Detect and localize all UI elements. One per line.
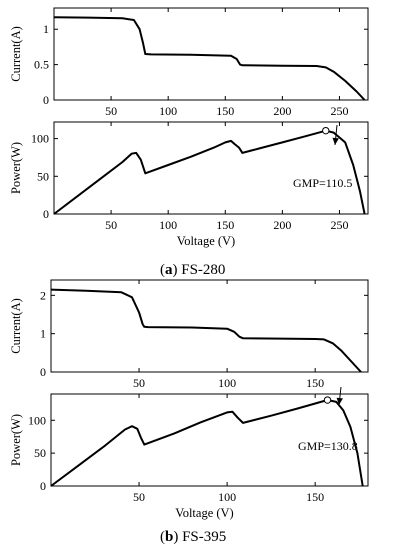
series-line-a-current: [53, 16, 366, 101]
y-tick-label: 50: [34, 446, 46, 460]
y-tick-label: 0: [43, 207, 49, 221]
plot-frame-b-current: [50, 279, 369, 373]
y-tick-label: 0: [40, 365, 46, 379]
gmp-annotation: GMP=110.5: [293, 176, 352, 190]
panel-a-current: 50 100 150 200 250 0 0.5 1 Current(A): [9, 7, 369, 118]
plot-frame-b-power: [50, 393, 369, 487]
y-axis-label: Current(A): [9, 26, 23, 82]
x-tick-label: 250: [330, 218, 348, 232]
series-line-b-power: [50, 399, 364, 487]
y-tick-label: 100: [28, 413, 46, 427]
y-tick-label: 1: [40, 327, 46, 341]
gmp-marker: [323, 396, 332, 404]
x-tick-label: 200: [273, 104, 291, 118]
y-tick-label: 0.5: [34, 58, 49, 72]
caption-a: (a) FS-280: [160, 262, 225, 278]
y-tick-label: 50: [37, 169, 49, 183]
gmp-annotation: GMP=130.8: [298, 439, 358, 453]
x-tick-label: 150: [306, 376, 324, 390]
gmp-arrowhead: [336, 397, 343, 405]
x-tick-label: 50: [105, 104, 117, 118]
y-tick-label: 1: [43, 22, 49, 36]
caption-a-letter: a: [165, 262, 173, 278]
x-tick-label: 250: [330, 104, 348, 118]
y-tick-label: 2: [40, 288, 46, 302]
x-tick-label: 150: [216, 218, 234, 232]
series-line-b-current: [50, 288, 362, 373]
gmp-marker: [322, 126, 330, 135]
caption-b-name: FS-395: [182, 529, 226, 545]
y-axis-label: Power(W): [9, 414, 23, 466]
x-axis-label: Voltage (V): [175, 506, 233, 520]
x-axis-label: Voltage (V): [177, 234, 235, 248]
x-tick-label: 150: [216, 104, 234, 118]
plot-frame-a-power: [53, 121, 369, 215]
x-tick-label: 100: [218, 376, 236, 390]
x-tick-label: 100: [218, 490, 236, 504]
y-axis-label: Current(A): [9, 298, 23, 354]
panel-a-power: 50 100 150 200 250 0 50 100 Power(W) Voltage (V) G…: [9, 121, 369, 248]
y-axis-label: Power(W): [9, 142, 23, 194]
x-tick-label: 100: [159, 218, 177, 232]
panel-b-current: 50 100 150 0 1 2 Current(A): [9, 279, 369, 390]
x-tick-label: 50: [105, 218, 117, 232]
x-tick-label: 150: [306, 490, 324, 504]
y-tick-label: 0: [43, 93, 49, 107]
caption-a-name: FS-280: [181, 262, 225, 278]
x-tick-label: 50: [133, 490, 145, 504]
plot-frame-a-current: [53, 7, 369, 101]
series-line-a-power: [53, 129, 366, 215]
caption-b: (b) FS-395: [160, 529, 226, 545]
gmp-arrowhead: [332, 137, 339, 145]
x-tick-label: 200: [273, 218, 291, 232]
x-tick-label: 50: [133, 376, 145, 390]
y-tick-label: 0: [40, 479, 46, 493]
panel-b-power: 50 100 150 0 50 100 Power(W) Voltage (V) GMP=130…: [9, 386, 369, 520]
y-tick-label: 100: [31, 132, 49, 146]
x-tick-label: 100: [159, 104, 177, 118]
caption-b-letter: b: [165, 529, 173, 545]
